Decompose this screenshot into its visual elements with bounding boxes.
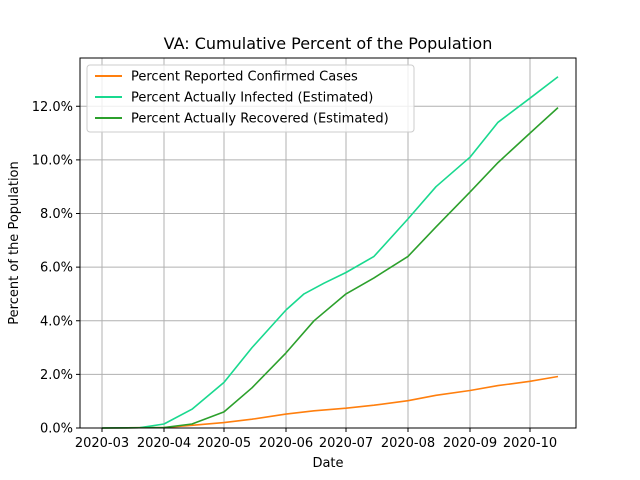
y-tick-label: 4.0%	[40, 314, 73, 329]
series-line-3	[101, 107, 559, 429]
y-ticks: 0.0% 2.0% 4.0% 6.0% 8.0% 10.0% 12.0%	[32, 100, 80, 437]
series-layer	[101, 76, 559, 429]
x-tick-label: 2020-05	[197, 436, 251, 451]
legend-entry-3: Percent Actually Recovered (Estimated)	[131, 112, 389, 127]
y-tick-label: 6.0%	[40, 261, 73, 276]
y-tick-label: 0.0%	[40, 422, 73, 437]
y-tick-label: 12.0%	[32, 100, 73, 115]
plot-frame	[79, 57, 577, 429]
legend-entry-1: Percent Reported Confirmed Cases	[131, 70, 358, 85]
y-tick-label: 8.0%	[40, 207, 73, 222]
series-line-1	[101, 375, 559, 429]
x-tick-label: 2020-06	[259, 436, 313, 451]
x-tick-label: 2020-09	[443, 436, 497, 451]
x-tick-label: 2020-10	[503, 436, 557, 451]
legend-box	[86, 64, 415, 133]
x-tick-label: 2020-03	[75, 436, 129, 451]
series-line-2	[101, 76, 559, 429]
y-tick-label: 10.0%	[32, 153, 73, 168]
x-tick-label: 2020-07	[319, 436, 373, 451]
chart-title: VA: Cumulative Percent of the Population	[164, 34, 493, 53]
x-axis-label: Date	[312, 456, 343, 471]
legend: Percent Reported Confirmed Cases Percent …	[86, 64, 415, 133]
x-tick-label: 2020-08	[381, 436, 435, 451]
x-tick-label: 2020-04	[137, 436, 191, 451]
y-axis-label: Percent of the Population	[7, 161, 22, 324]
x-ticks: 2020-03 2020-04 2020-05 2020-06 2020-07 2020-…	[75, 428, 557, 451]
legend-entry-2: Percent Actually Infected (Estimated)	[131, 91, 373, 106]
y-tick-label: 2.0%	[40, 368, 73, 383]
